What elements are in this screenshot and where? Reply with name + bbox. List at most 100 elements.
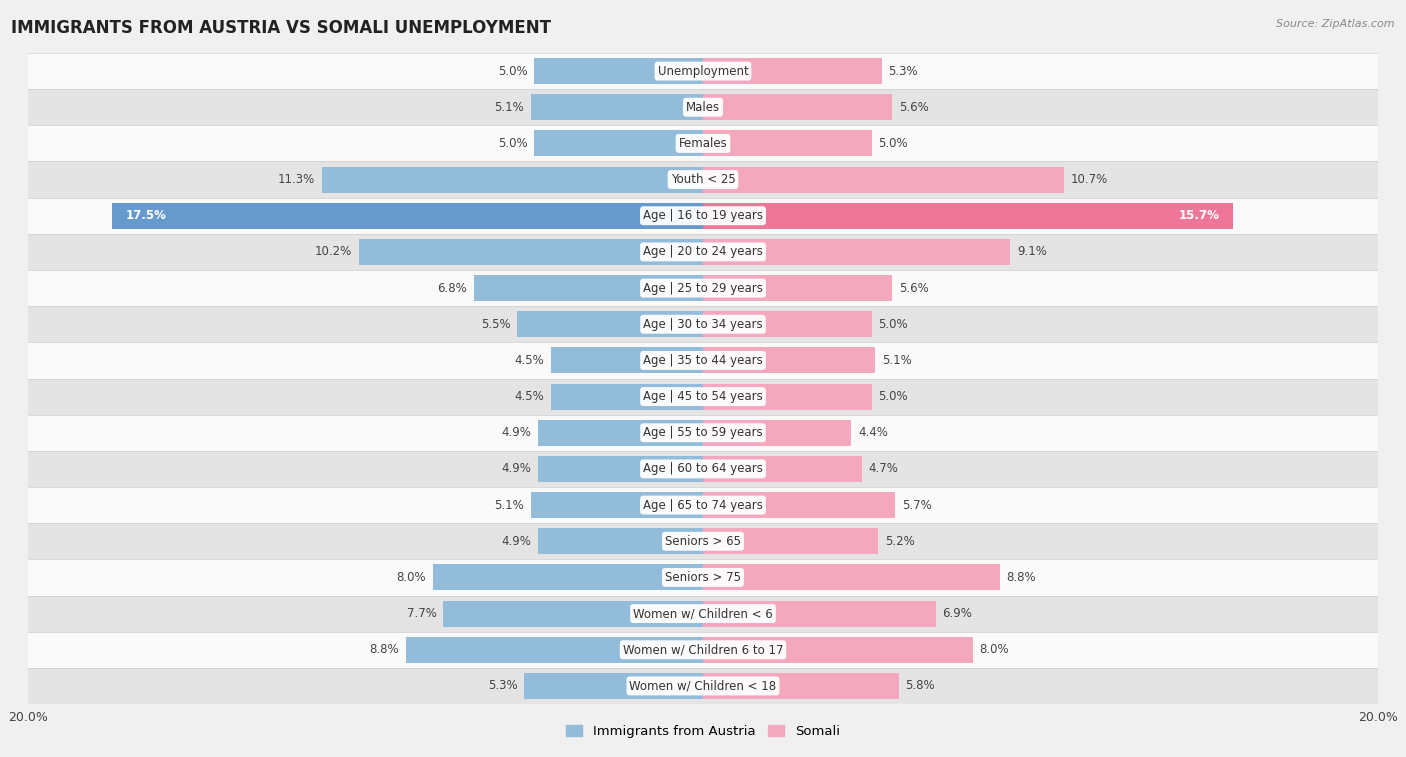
Text: Age | 20 to 24 years: Age | 20 to 24 years (643, 245, 763, 258)
Bar (534, 130, 703, 157)
Bar (28, 378, 1378, 415)
Text: Age | 16 to 19 years: Age | 16 to 19 years (643, 209, 763, 223)
Text: Age | 35 to 44 years: Age | 35 to 44 years (643, 354, 763, 367)
Text: 5.3%: 5.3% (488, 680, 517, 693)
Text: 5.6%: 5.6% (898, 101, 928, 114)
Text: 15.7%: 15.7% (1178, 209, 1219, 223)
Bar (703, 492, 896, 518)
Text: Age | 60 to 64 years: Age | 60 to 64 years (643, 463, 763, 475)
Text: 10.7%: 10.7% (1071, 173, 1108, 186)
Bar (551, 384, 703, 410)
Text: 5.0%: 5.0% (879, 390, 908, 403)
Bar (703, 419, 852, 446)
Bar (703, 58, 882, 84)
Bar (474, 275, 703, 301)
Bar (28, 89, 1378, 126)
Bar (703, 130, 872, 157)
Text: 11.3%: 11.3% (278, 173, 315, 186)
Bar (703, 203, 1233, 229)
Bar (359, 239, 703, 265)
Bar (703, 565, 1000, 590)
Text: 7.7%: 7.7% (406, 607, 436, 620)
Text: Age | 30 to 34 years: Age | 30 to 34 years (643, 318, 763, 331)
Text: Males: Males (686, 101, 720, 114)
Text: 5.8%: 5.8% (905, 680, 935, 693)
Bar (537, 456, 703, 482)
Text: Age | 45 to 54 years: Age | 45 to 54 years (643, 390, 763, 403)
Bar (28, 53, 1378, 89)
Bar (28, 451, 1378, 487)
Text: 5.0%: 5.0% (498, 64, 527, 77)
Bar (28, 596, 1378, 631)
Text: Unemployment: Unemployment (658, 64, 748, 77)
Bar (703, 456, 862, 482)
Bar (703, 239, 1010, 265)
Bar (703, 167, 1064, 192)
Bar (703, 347, 875, 373)
Text: 5.0%: 5.0% (879, 318, 908, 331)
Text: 5.2%: 5.2% (886, 534, 915, 548)
Text: Age | 25 to 29 years: Age | 25 to 29 years (643, 282, 763, 294)
Bar (28, 415, 1378, 451)
Bar (28, 306, 1378, 342)
Bar (703, 637, 973, 663)
Text: 4.9%: 4.9% (501, 534, 531, 548)
Bar (28, 161, 1378, 198)
Text: IMMIGRANTS FROM AUSTRIA VS SOMALI UNEMPLOYMENT: IMMIGRANTS FROM AUSTRIA VS SOMALI UNEMPL… (11, 19, 551, 37)
Bar (703, 275, 891, 301)
Text: Source: ZipAtlas.com: Source: ZipAtlas.com (1277, 19, 1395, 29)
Bar (28, 487, 1378, 523)
Bar (703, 528, 879, 554)
Text: 5.3%: 5.3% (889, 64, 918, 77)
Bar (443, 600, 703, 627)
Text: 6.8%: 6.8% (437, 282, 467, 294)
Bar (551, 347, 703, 373)
Text: Youth < 25: Youth < 25 (671, 173, 735, 186)
Text: Age | 55 to 59 years: Age | 55 to 59 years (643, 426, 763, 439)
Text: Females: Females (679, 137, 727, 150)
Text: 5.6%: 5.6% (898, 282, 928, 294)
Text: Age | 65 to 74 years: Age | 65 to 74 years (643, 499, 763, 512)
Legend: Immigrants from Austria, Somali: Immigrants from Austria, Somali (561, 719, 845, 743)
Text: 8.0%: 8.0% (396, 571, 426, 584)
Bar (703, 384, 872, 410)
Bar (517, 311, 703, 338)
Text: 10.2%: 10.2% (315, 245, 352, 258)
Text: 5.7%: 5.7% (903, 499, 932, 512)
Bar (703, 311, 872, 338)
Text: 17.5%: 17.5% (127, 209, 167, 223)
Bar (537, 419, 703, 446)
Bar (28, 523, 1378, 559)
Bar (322, 167, 703, 192)
Text: 4.5%: 4.5% (515, 354, 544, 367)
Text: Seniors > 75: Seniors > 75 (665, 571, 741, 584)
Bar (433, 565, 703, 590)
Text: 4.9%: 4.9% (501, 463, 531, 475)
Bar (531, 492, 703, 518)
Text: 8.8%: 8.8% (370, 643, 399, 656)
Bar (703, 673, 898, 699)
Text: 8.0%: 8.0% (980, 643, 1010, 656)
Text: 4.5%: 4.5% (515, 390, 544, 403)
Bar (112, 203, 703, 229)
Bar (534, 58, 703, 84)
Text: Seniors > 65: Seniors > 65 (665, 534, 741, 548)
Text: 4.9%: 4.9% (501, 426, 531, 439)
Bar (28, 234, 1378, 270)
Text: 5.5%: 5.5% (481, 318, 510, 331)
Bar (703, 94, 891, 120)
Bar (524, 673, 703, 699)
Text: Women w/ Children < 18: Women w/ Children < 18 (630, 680, 776, 693)
Bar (703, 600, 936, 627)
Bar (28, 668, 1378, 704)
Text: 6.9%: 6.9% (942, 607, 973, 620)
Text: 4.4%: 4.4% (858, 426, 889, 439)
Text: 5.0%: 5.0% (879, 137, 908, 150)
Text: Women w/ Children 6 to 17: Women w/ Children 6 to 17 (623, 643, 783, 656)
Bar (28, 126, 1378, 161)
Bar (28, 559, 1378, 596)
Bar (531, 94, 703, 120)
Bar (537, 528, 703, 554)
Text: 9.1%: 9.1% (1017, 245, 1046, 258)
Bar (28, 198, 1378, 234)
